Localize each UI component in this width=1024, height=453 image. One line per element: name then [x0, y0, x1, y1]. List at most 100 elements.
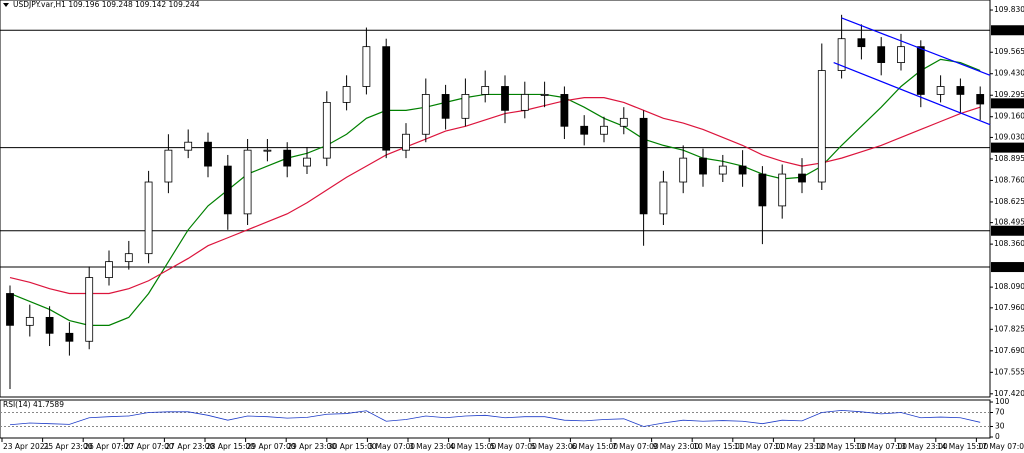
- x-tick-label: 25 Apr 23:00: [44, 442, 93, 451]
- candle-body: [798, 173, 806, 183]
- level-label: 108.216: [993, 262, 1024, 271]
- x-tick-label: 12 May 15:00: [815, 442, 867, 451]
- candle-body: [45, 316, 54, 334]
- moving-average: [9, 97, 981, 295]
- candle-body: [857, 38, 866, 48]
- rsi-line: [9, 409, 981, 427]
- candle-body: [382, 46, 391, 151]
- level-label-box: [991, 25, 1024, 36]
- x-tick-label: 28 Apr 15:00: [206, 442, 255, 451]
- x-tick-label: 29 Apr 23:00: [287, 442, 336, 451]
- candle-body: [243, 149, 252, 215]
- candle-body: [956, 86, 965, 95]
- x-tick-label: 11 May 07:00: [734, 442, 786, 451]
- y-tick-label: 108.895: [994, 154, 1024, 163]
- x-tick-label: 7 May 07:00: [612, 442, 659, 451]
- candle-body: [897, 46, 905, 63]
- trendline: [833, 62, 991, 126]
- candle-body: [600, 125, 608, 135]
- candle-body: [520, 94, 529, 111]
- x-tick-label: 6 May 15:00: [571, 442, 618, 451]
- trendline: [841, 17, 991, 76]
- candle-body: [916, 46, 925, 95]
- candle-body: [144, 181, 153, 255]
- y-tick-label: 108.760: [994, 175, 1024, 184]
- x-tick-label: 13 May 07:00: [856, 442, 908, 451]
- last-price-label: 109.244: [993, 98, 1024, 107]
- y-tick-label: 107.555: [994, 367, 1024, 376]
- candle-body: [6, 293, 14, 326]
- y-tick-label: 109.295: [994, 90, 1024, 99]
- x-tick-label: 29 Apr 07:00: [247, 442, 296, 451]
- x-tick-label: 11 May 23:00: [774, 442, 826, 451]
- x-tick-label: 5 May 07:00: [490, 442, 537, 451]
- candle-body: [679, 157, 688, 183]
- y-tick-label: 107.825: [994, 324, 1024, 333]
- menu-arrow[interactable]: [3, 3, 9, 7]
- candle-body: [936, 86, 945, 95]
- x-tick-label: 13 May 23:00: [896, 442, 948, 451]
- x-tick-label: 30 Apr 15:00: [328, 442, 377, 451]
- candle-body: [738, 165, 747, 175]
- y-tick-label: 109.430: [994, 69, 1024, 78]
- level-label: 108.966: [993, 143, 1024, 152]
- candle-body: [877, 46, 886, 63]
- candle-body: [421, 94, 430, 135]
- level-label: 108.444: [993, 226, 1024, 235]
- y-tick-label: 107.960: [994, 303, 1024, 312]
- moving-average: [9, 58, 981, 326]
- price-panel: [0, 0, 991, 398]
- candle-body: [540, 94, 549, 96]
- candle-body: [263, 149, 272, 152]
- rsi-tick-label: 0: [995, 432, 1000, 441]
- candle-body: [65, 332, 74, 342]
- level-label: 109.703: [993, 25, 1024, 34]
- rsi-tick-label: 70: [995, 408, 1005, 417]
- x-tick-label: 23 Apr 2021: [3, 442, 50, 451]
- candle-body: [976, 94, 985, 105]
- candle-body: [837, 38, 846, 71]
- candle-body: [223, 165, 232, 215]
- candle-body: [619, 117, 628, 127]
- last-price-box: [991, 98, 1024, 109]
- x-tick-label: 5 May 23:00: [531, 442, 578, 451]
- y-tick-label: 109.030: [994, 132, 1024, 141]
- candle-body: [204, 141, 212, 167]
- rsi-tick-label: 100: [995, 397, 1010, 406]
- candle-body: [402, 133, 410, 151]
- candle-body: [580, 125, 589, 135]
- x-tick-label: 3 May 07:00: [368, 442, 415, 451]
- candle-body: [461, 94, 470, 119]
- y-tick-label: 107.690: [994, 346, 1024, 355]
- x-tick-label: 3 May 23:00: [409, 442, 456, 451]
- level-label-box: [991, 262, 1024, 273]
- x-tick-label: 26 Apr 07:00: [84, 442, 133, 451]
- candle-body: [718, 165, 727, 175]
- level-label-box: [991, 225, 1024, 236]
- candle-body: [362, 46, 371, 87]
- y-tick-label: 107.420: [994, 389, 1024, 398]
- candle-body: [501, 86, 509, 111]
- candle-body: [283, 149, 292, 167]
- candle-body: [105, 261, 113, 278]
- y-tick-label: 108.090: [994, 282, 1024, 291]
- y-tick-label: 109.565: [994, 47, 1024, 56]
- x-tick-label: 27 Apr 23:00: [165, 442, 214, 451]
- y-tick-label: 108.495: [994, 218, 1024, 227]
- candle-body: [699, 157, 707, 175]
- rsi-label: RSI(14) 41.7589: [3, 400, 64, 409]
- candle-body: [303, 157, 311, 167]
- y-tick-label: 108.360: [994, 239, 1024, 248]
- y-tick-label: 109.830: [994, 5, 1024, 14]
- candle-body: [322, 101, 331, 159]
- x-tick-label: 14 May 15:00: [937, 442, 989, 451]
- y-tick-label: 109.160: [994, 112, 1024, 121]
- x-tick-label: 4 May 15:00: [450, 442, 497, 451]
- candle-body: [124, 253, 133, 263]
- x-tick-label: 17 May 07:00: [977, 442, 1024, 451]
- chart-title: USDJPY.var,H1 109.196 109.248 109.142 10…: [13, 0, 200, 9]
- candle-body: [342, 86, 351, 103]
- candle-body: [560, 94, 569, 127]
- candle-body: [25, 316, 34, 326]
